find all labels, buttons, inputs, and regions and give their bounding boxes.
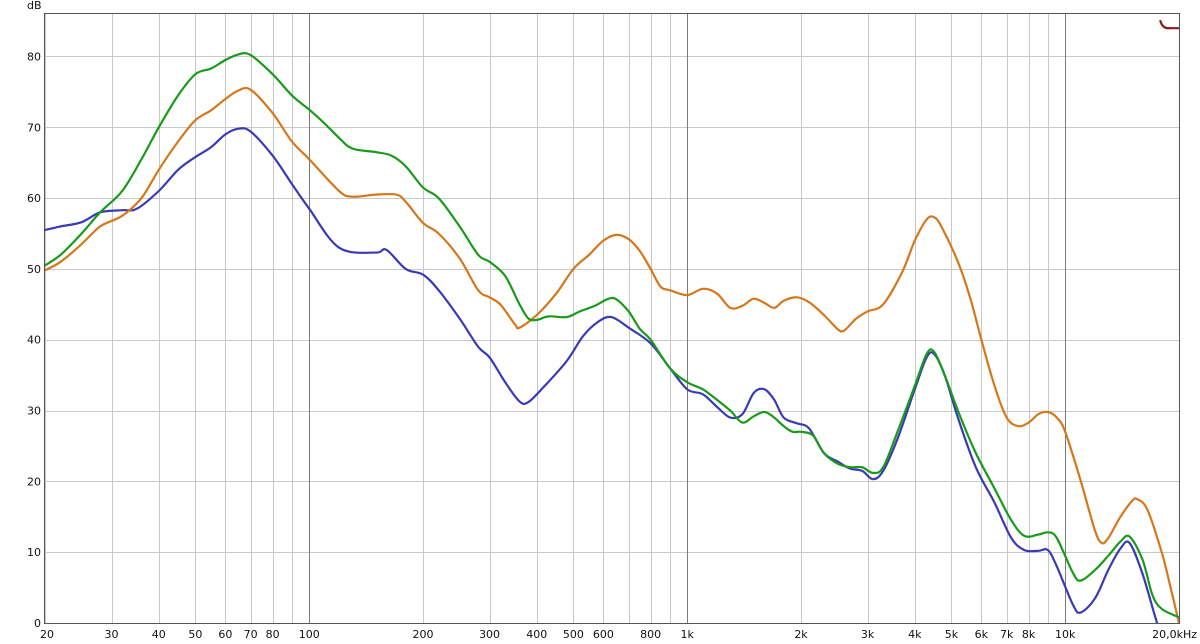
x-tick-label: 400 [526, 628, 547, 641]
x-tick-label: 800 [640, 628, 661, 641]
x-tick-label: 1k [681, 628, 695, 641]
x-tick-label: 7k [1000, 628, 1014, 641]
grid-lines [45, 14, 1180, 624]
x-tick-label: 3k [861, 628, 875, 641]
curves [45, 19, 1180, 623]
x-tick-label: 500 [563, 628, 584, 641]
plot-frame [44, 13, 1180, 624]
y-tick-label: 30 [27, 405, 41, 418]
x-tick-label: 4k [908, 628, 922, 641]
x-tick-label: 30 [105, 628, 119, 641]
y-axis-label: dB [27, 0, 42, 12]
x-tick-label: 20,0kHz [1152, 628, 1197, 641]
y-tick-label: 80 [27, 50, 41, 63]
x-tick-label: 40 [152, 628, 166, 641]
x-tick-label: 20 [40, 628, 54, 641]
x-tick-label: 2k [794, 628, 808, 641]
x-tick-label: 70 [244, 628, 258, 641]
x-tick-label: 200 [413, 628, 434, 641]
y-tick-label: 0 [34, 617, 41, 630]
x-tick-label: 60 [218, 628, 232, 641]
x-tick-label: 50 [188, 628, 202, 641]
x-tick-labels: 20 30 40 50 60 70 80 100 200 300 400 500 600 800 1k 2k 3… [40, 628, 1197, 641]
top-right-marker [1159, 19, 1180, 30]
x-tick-label: 8k [1022, 628, 1036, 641]
y-tick-label: 20 [27, 475, 41, 488]
x-tick-label: 300 [479, 628, 500, 641]
x-tick-label: 5k [945, 628, 959, 641]
x-tick-label: 6k [975, 628, 989, 641]
curve-series-3 [45, 52, 1179, 619]
y-tick-label: 40 [27, 334, 41, 347]
x-tick-label: 600 [593, 628, 614, 641]
y-tick-label: 70 [27, 121, 41, 134]
y-tick-label: 60 [27, 192, 41, 205]
x-tick-label: 100 [299, 628, 320, 641]
y-tick-label: 10 [27, 546, 41, 559]
curve-series-2 [45, 86, 1179, 623]
y-tick-labels: 0 10 20 30 40 50 60 70 80 [27, 50, 41, 630]
x-tick-label: 10k [1055, 628, 1076, 641]
x-tick-label: 80 [266, 628, 280, 641]
y-tick-label: 50 [27, 263, 41, 276]
curve-series-1 [45, 127, 1159, 623]
